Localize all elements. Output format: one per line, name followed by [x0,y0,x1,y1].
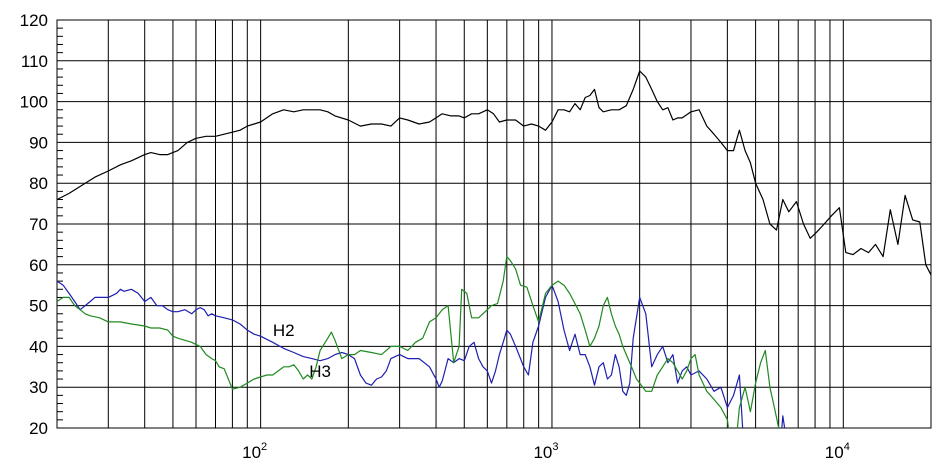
y-tick-label: 20 [29,419,48,438]
y-tick-label: 40 [29,337,48,356]
series-lines [57,70,931,428]
x-tick-label: 103 [533,441,558,462]
series-line-h2 [57,280,786,428]
annotation-h2: H2 [273,321,295,340]
x-tick-base: 10 [533,443,552,462]
y-tick-label: 70 [29,215,48,234]
x-tick-label: 102 [242,441,267,462]
x-tick-exponent: 4 [844,441,850,453]
y-tick-label: 30 [29,378,48,397]
y-tick-label: 90 [29,133,48,152]
series-line-h3 [57,256,780,428]
y-tick-label: 60 [29,256,48,275]
y-tick-label: 80 [29,174,48,193]
x-tick-label: 104 [825,441,850,462]
grid [56,19,932,429]
annotation-h3: H3 [309,362,331,381]
y-tick-label: 100 [20,93,48,112]
y-tick-label: 120 [20,11,48,30]
series-annotations: H2 H3 [273,321,331,381]
y-axis-ticks: 20 30 40 50 60 70 80 90 100 110 120 [20,11,48,438]
x-tick-base: 10 [825,443,844,462]
y-tick-label: 110 [21,52,48,71]
x-tick-base: 10 [242,443,261,462]
x-tick-exponent: 2 [261,441,267,453]
series-line-fundamental [57,70,931,276]
x-axis-ticks: 102 103 104 [242,441,850,462]
y-tick-label: 50 [29,297,48,316]
x-tick-exponent: 3 [552,441,558,453]
